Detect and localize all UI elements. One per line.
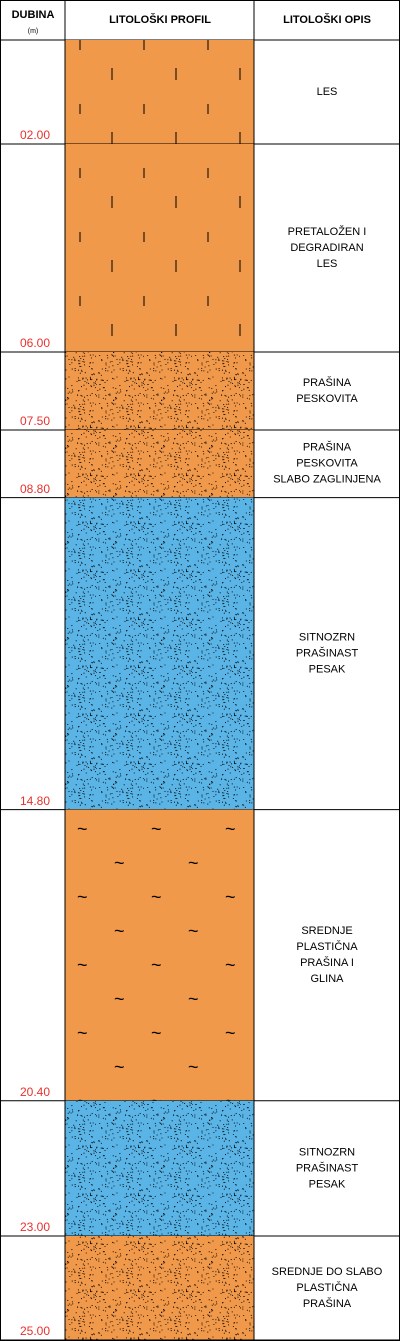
layer-pattern bbox=[65, 1100, 254, 1236]
depth-label: 14.80 bbox=[20, 794, 50, 808]
depth-label: 20.40 bbox=[20, 1085, 50, 1099]
description-line: PRAŠINAST bbox=[296, 647, 359, 660]
description-line: LES bbox=[317, 86, 338, 98]
layer-pattern bbox=[65, 430, 254, 498]
description-line: PLASTIČNA bbox=[296, 940, 358, 953]
depth-label: 23.00 bbox=[20, 1220, 50, 1234]
depth-header: DUBINA bbox=[12, 9, 55, 21]
description-line: PESAK bbox=[309, 1178, 346, 1190]
depth-label: 08.80 bbox=[20, 482, 50, 496]
description-line: DEGRADIRAN bbox=[290, 242, 363, 254]
description-line: SREDNJE bbox=[301, 925, 352, 937]
layer-pattern bbox=[65, 144, 254, 352]
description-line: PRAŠINA bbox=[303, 441, 352, 454]
description-line: SITNOZRN bbox=[299, 1146, 355, 1158]
depth-label: 02.00 bbox=[20, 128, 50, 142]
description-line: PESKOVITA bbox=[296, 393, 358, 405]
description-line: PRETALOŽEN I bbox=[288, 225, 367, 238]
depth-label: 06.00 bbox=[20, 336, 50, 350]
description-line: GLINA bbox=[310, 973, 344, 985]
depth-label: 07.50 bbox=[20, 414, 50, 428]
layer-pattern bbox=[65, 809, 254, 1101]
description-line: PLASTIČNA bbox=[296, 1281, 358, 1294]
description-line: LES bbox=[317, 258, 338, 270]
layer-pattern bbox=[65, 497, 254, 810]
description-line: PRAŠINA bbox=[303, 1297, 352, 1310]
description-header: LITOLOŠKI OPIS bbox=[283, 13, 371, 26]
description-line: PESAK bbox=[309, 664, 346, 676]
layer-pattern bbox=[65, 352, 254, 430]
description-line: PESKOVITA bbox=[296, 458, 358, 470]
layer-pattern bbox=[65, 1236, 254, 1340]
depth-label: 25.00 bbox=[20, 1324, 50, 1338]
description-line: PRAŠINAST bbox=[296, 1161, 359, 1174]
description-line: SREDNJE DO SLABO bbox=[272, 1266, 383, 1278]
description-line: SITNOZRN bbox=[299, 632, 355, 644]
depth-unit: (m) bbox=[28, 28, 39, 35]
description-line: PRAŠINA bbox=[303, 376, 352, 389]
profile-header: LITOLOŠKI PROFIL bbox=[109, 13, 211, 26]
description-line: PRAŠINA I bbox=[300, 956, 354, 969]
description-line: SLABO ZAGLINJENA bbox=[273, 474, 381, 486]
layer-pattern bbox=[65, 40, 254, 144]
